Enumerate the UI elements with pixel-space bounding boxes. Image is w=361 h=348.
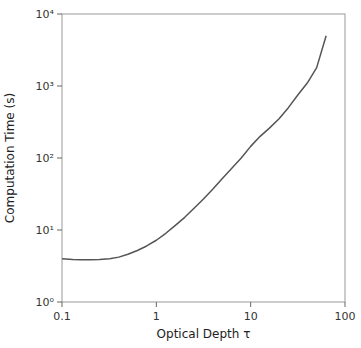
y-tick <box>57 230 62 231</box>
y-tick-label: 10¹ <box>36 224 54 237</box>
x-tick <box>156 302 157 307</box>
y-tick-label: 10² <box>36 152 54 165</box>
x-tick <box>250 302 251 307</box>
y-tick-label: 10³ <box>36 80 54 93</box>
y-tick <box>57 14 62 15</box>
y-tick-label: 10⁴ <box>36 8 55 21</box>
y-tick <box>57 302 62 303</box>
plot-area <box>62 36 326 260</box>
x-tick-label: 0.1 <box>53 310 71 323</box>
x-tick-label: 1 <box>153 310 160 323</box>
y-axis-label: Computation Time (s) <box>3 93 17 223</box>
data-line <box>62 36 326 260</box>
y-tick <box>57 158 62 159</box>
x-tick-label: 100 <box>335 310 356 323</box>
x-axis-label: Optical Depth τ <box>157 327 251 341</box>
y-tick <box>57 86 62 87</box>
chart: 0.1 1 10 100 10⁰ 10¹ 10² 10³ 10⁴ Optical Depth τ C… <box>0 0 361 348</box>
x-tick <box>345 302 346 307</box>
x-tick-label: 10 <box>244 310 258 323</box>
y-tick-label: 10⁰ <box>36 296 55 309</box>
plot-frame <box>62 14 345 302</box>
x-tick <box>62 302 63 307</box>
